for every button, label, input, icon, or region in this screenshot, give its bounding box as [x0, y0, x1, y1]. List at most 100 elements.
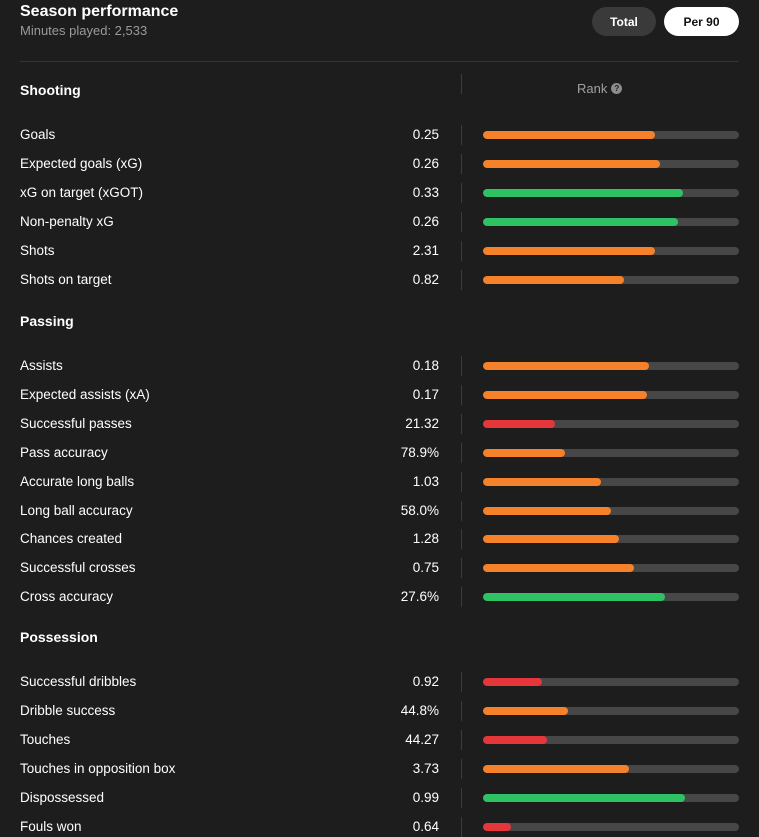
stat-value: 58.0%	[400, 502, 439, 518]
rank-bar	[483, 706, 739, 715]
column-divider	[461, 672, 462, 692]
rank-bar	[483, 564, 739, 573]
column-divider	[461, 269, 462, 290]
column-divider	[461, 700, 462, 721]
stat-label: Fouls won	[20, 818, 82, 834]
toggle-total-button[interactable]: Total	[592, 7, 656, 36]
stat-row: Non-penalty xG 0.26	[20, 211, 739, 232]
stat-value: 44.27	[405, 731, 439, 747]
section-header-passing: Passing	[20, 313, 739, 333]
column-divider	[461, 153, 462, 174]
rank-bar-fill	[483, 764, 629, 773]
stat-value: 78.9%	[400, 444, 439, 460]
stat-label: Long ball accuracy	[20, 502, 133, 518]
stat-row: Chances created 1.28	[20, 529, 739, 550]
stat-row: Shots 2.31	[20, 240, 739, 261]
column-divider	[461, 442, 462, 463]
stat-value: 27.6%	[400, 589, 439, 605]
column-divider	[461, 211, 462, 232]
column-divider	[461, 816, 462, 837]
rank-bar	[483, 217, 739, 226]
rank-bar	[483, 188, 739, 197]
rank-bar-fill	[483, 419, 555, 428]
stat-label: Chances created	[20, 531, 123, 547]
rank-column-header: Rank?	[461, 74, 740, 96]
rank-bar-fill	[483, 822, 512, 831]
stat-row: Goals 0.25	[20, 125, 739, 145]
rank-bar-fill	[483, 535, 619, 544]
column-divider	[461, 384, 462, 405]
rank-bar-fill	[483, 506, 611, 515]
stat-label: xG on target (xGOT)	[20, 184, 144, 200]
rank-bar	[483, 793, 739, 802]
column-divider	[461, 729, 462, 750]
toggle-per90-button[interactable]: Per 90	[664, 7, 739, 36]
rank-bar	[483, 822, 739, 831]
stat-label: Touches in opposition box	[20, 760, 176, 776]
section-title: Passing	[20, 313, 74, 329]
stat-label: Touches	[20, 731, 71, 747]
stat-label: Successful crosses	[20, 560, 136, 576]
help-icon[interactable]: ?	[611, 83, 623, 94]
stat-value: 21.32	[405, 415, 439, 431]
column-divider	[461, 758, 462, 779]
column-divider	[461, 558, 462, 579]
minutes-played: Minutes played: 2,533	[20, 23, 148, 38]
stat-row: Expected assists (xA) 0.17	[20, 384, 739, 405]
stat-row: Cross accuracy 27.6%	[20, 587, 739, 608]
rank-bar	[483, 535, 739, 544]
stat-value: 0.26	[412, 213, 439, 229]
column-divider	[461, 125, 462, 145]
stat-label: Goals	[20, 127, 56, 142]
stat-value: 0.75	[412, 560, 439, 576]
stat-value: 0.99	[412, 789, 439, 805]
rank-label-text: Rank	[577, 81, 608, 96]
section-header-possession: Possession	[20, 629, 739, 649]
rank-bar	[483, 159, 739, 168]
stat-value: 0.92	[412, 674, 439, 689]
stat-row: Touches 44.27	[20, 729, 739, 750]
stat-label: Successful dribbles	[20, 674, 137, 689]
stat-label: Expected assists (xA)	[20, 386, 150, 402]
stat-value: 1.28	[412, 531, 439, 547]
column-divider	[461, 182, 462, 203]
stat-value: 1.03	[412, 473, 439, 489]
column-divider	[461, 587, 462, 608]
stat-value: 0.17	[412, 386, 439, 402]
stat-label: Pass accuracy	[20, 444, 108, 460]
stat-row: Fouls won 0.64	[20, 816, 739, 837]
stat-value: 0.26	[412, 155, 439, 171]
rank-bar	[483, 131, 739, 139]
rank-bar	[483, 593, 739, 602]
column-divider	[461, 787, 462, 808]
header-divider	[20, 61, 739, 62]
stat-value: 3.73	[412, 760, 439, 776]
stat-row: Successful dribbles 0.92	[20, 672, 739, 692]
stat-label: Accurate long balls	[20, 473, 135, 489]
rank-bar	[483, 362, 739, 370]
column-divider	[461, 240, 462, 261]
stat-label: Dispossessed	[20, 789, 105, 805]
stat-value: 0.64	[412, 818, 439, 834]
stat-label: Successful passes	[20, 415, 132, 431]
rank-bar-fill	[483, 448, 565, 457]
rank-bar	[483, 477, 739, 486]
stat-row: Touches in opposition box 3.73	[20, 758, 739, 779]
stat-label: Cross accuracy	[20, 589, 114, 605]
rank-bar-fill	[483, 477, 601, 486]
rank-label[interactable]: Rank?	[577, 81, 623, 96]
column-divider	[461, 500, 462, 521]
column-divider	[461, 413, 462, 434]
column-divider	[461, 529, 462, 550]
rank-bar-fill	[483, 564, 634, 573]
rank-bar-fill	[483, 735, 547, 744]
rank-bar-fill	[483, 246, 655, 255]
rank-bar-fill	[483, 362, 650, 370]
rank-bar-fill	[483, 159, 660, 168]
stat-label: Shots	[20, 242, 55, 258]
stat-value: 0.25	[412, 127, 439, 142]
stat-row: Long ball accuracy 58.0%	[20, 500, 739, 521]
rank-bar	[483, 275, 739, 284]
stat-label: Shots on target	[20, 271, 112, 287]
rank-bar	[483, 735, 739, 744]
